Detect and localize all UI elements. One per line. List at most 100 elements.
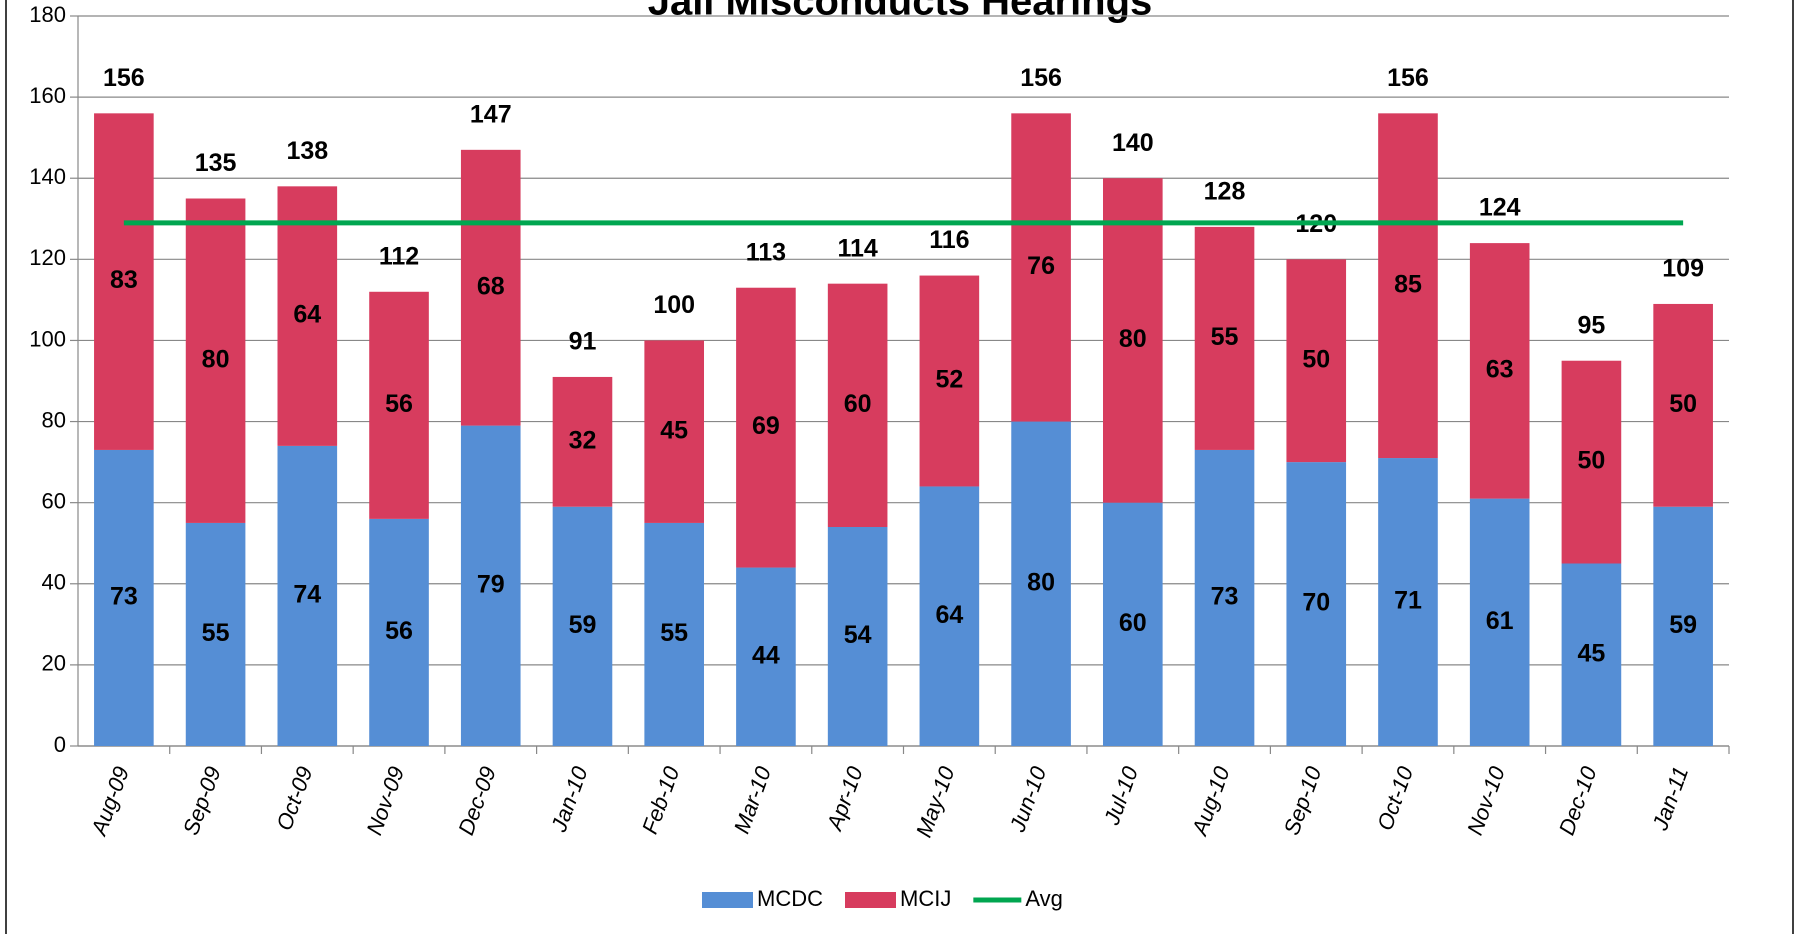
bar-segment xyxy=(552,506,613,746)
bar-segment xyxy=(94,113,154,450)
segment-label: 70 xyxy=(1302,589,1330,617)
y-tick-label: 120 xyxy=(29,245,66,270)
bar-segment xyxy=(1194,449,1255,746)
total-label: 109 xyxy=(1662,255,1704,283)
bar-segment xyxy=(1561,563,1622,746)
bar-segment xyxy=(919,275,980,487)
chart-title: Jail Misconducts Hearings xyxy=(648,0,1153,24)
segment-label: 44 xyxy=(752,641,780,669)
total-label: 135 xyxy=(195,149,237,177)
y-tick-label: 100 xyxy=(29,326,66,351)
segment-label: 54 xyxy=(844,621,872,649)
segment-label: 63 xyxy=(1486,355,1514,383)
total-label: 140 xyxy=(1112,129,1154,157)
segment-label: 83 xyxy=(110,266,138,294)
segment-label: 45 xyxy=(1578,639,1606,667)
bar-segment xyxy=(94,449,154,746)
segment-label: 80 xyxy=(1027,568,1055,596)
bar-segment xyxy=(736,567,796,746)
y-tick-label: 80 xyxy=(42,407,66,432)
bar-segment xyxy=(277,186,338,446)
legend-swatch xyxy=(845,892,896,908)
segment-label: 80 xyxy=(202,345,230,373)
bar-segment xyxy=(1378,113,1438,459)
bar-segment xyxy=(644,340,705,523)
total-label: 156 xyxy=(103,64,145,92)
bar-segment xyxy=(1469,243,1530,499)
segment-label: 59 xyxy=(569,611,597,639)
bar-segment xyxy=(1378,458,1438,746)
segment-label: 68 xyxy=(477,272,505,300)
total-label: 156 xyxy=(1020,64,1062,92)
bar-segment xyxy=(1011,113,1071,422)
y-tick-label: 20 xyxy=(42,651,66,676)
bar-segment xyxy=(1194,226,1255,450)
segment-label: 64 xyxy=(935,601,963,629)
segment-label: 55 xyxy=(660,619,688,647)
segment-label: 79 xyxy=(477,570,505,598)
bar-segment xyxy=(736,287,796,568)
segment-label: 50 xyxy=(1302,345,1330,373)
segment-label: 50 xyxy=(1669,390,1697,418)
bar-segment xyxy=(1011,421,1071,746)
bar-segment xyxy=(460,149,521,426)
y-tick-label: 140 xyxy=(29,164,66,189)
bar-segment xyxy=(827,527,888,746)
segment-label: 85 xyxy=(1394,270,1422,298)
segment-label: 74 xyxy=(293,581,321,609)
total-label: 138 xyxy=(286,137,328,165)
segment-label: 69 xyxy=(752,412,780,440)
bar-segment xyxy=(552,376,613,507)
legend-label: Avg xyxy=(1025,886,1063,911)
total-label: 147 xyxy=(470,100,512,128)
segment-label: 73 xyxy=(1211,583,1239,611)
total-label: 124 xyxy=(1479,194,1521,222)
segment-label: 73 xyxy=(110,583,138,611)
y-tick-label: 180 xyxy=(29,2,66,27)
legend-label: MCDC xyxy=(757,886,823,911)
total-label: 100 xyxy=(653,291,695,319)
bar-segment xyxy=(1286,462,1347,746)
segment-label: 61 xyxy=(1486,607,1514,635)
bar-segment xyxy=(1561,360,1622,564)
bar-segment xyxy=(1286,259,1347,463)
segment-label: 60 xyxy=(1119,609,1147,637)
bar-segment xyxy=(827,283,888,527)
segment-label: 80 xyxy=(1119,325,1147,353)
segment-label: 56 xyxy=(385,390,413,418)
bar-segment xyxy=(277,445,338,746)
bar-segment xyxy=(919,486,980,746)
total-label: 113 xyxy=(746,238,786,266)
segment-label: 59 xyxy=(1669,611,1697,639)
bar-segment xyxy=(185,198,246,523)
bar-segment xyxy=(1653,303,1713,507)
bar-segment xyxy=(369,518,429,746)
bar-segment xyxy=(369,291,429,519)
bar-segment xyxy=(1102,178,1163,503)
y-tick-label: 40 xyxy=(42,570,66,595)
segment-label: 55 xyxy=(202,619,230,647)
bar-segment xyxy=(460,425,521,746)
total-label: 116 xyxy=(929,226,969,254)
bar-segment xyxy=(1653,506,1713,746)
y-tick-label: 60 xyxy=(42,488,66,513)
total-label: 91 xyxy=(569,328,597,356)
legend-swatch xyxy=(702,892,753,908)
total-label: 114 xyxy=(837,234,877,262)
total-label: 128 xyxy=(1204,177,1246,205)
bar-segment xyxy=(1102,502,1163,746)
y-tick-label: 160 xyxy=(29,83,66,108)
total-label: 95 xyxy=(1578,311,1606,339)
legend-label: MCIJ xyxy=(900,886,951,911)
bar-segment xyxy=(1469,498,1530,746)
total-label: 156 xyxy=(1387,64,1429,92)
segment-label: 71 xyxy=(1394,587,1422,615)
total-label: 112 xyxy=(379,242,419,270)
segment-label: 50 xyxy=(1578,447,1606,475)
bar-segment xyxy=(644,522,705,746)
segment-label: 32 xyxy=(569,426,597,454)
segment-label: 64 xyxy=(293,301,321,329)
segment-label: 60 xyxy=(844,390,872,418)
segment-label: 76 xyxy=(1027,252,1055,280)
